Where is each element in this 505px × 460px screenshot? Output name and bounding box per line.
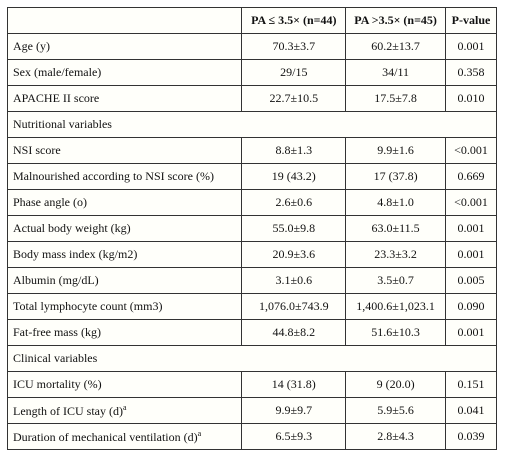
label-text: Duration of mechanical ventilation (d) [13,429,198,444]
data-row: Duration of mechanical ventilation (d)a 6… [6,423,497,450]
data-row: Albumin (mg/dL) 3.1±0.6 3.5±0.7 0.005 [6,267,497,294]
row-label: Body mass index (kg/m2) [6,241,243,268]
value-cell: 29/15 [241,59,347,86]
data-row: Sex (male/female) 29/15 34/11 0.358 [6,59,497,86]
row-label: APACHE II score [6,85,243,112]
row-label: Duration of mechanical ventilation (d)a [6,423,243,450]
value-cell: 8.8±1.3 [241,137,347,164]
value-cell: 17 (37.8) [345,163,447,190]
value-cell: 0.090 [445,293,497,320]
header-cell: PA >3.5× (n=45) [345,7,447,34]
value-cell: 2.6±0.6 [241,189,347,216]
value-cell: 60.2±13.7 [345,33,447,60]
value-cell: 6.5±9.3 [241,423,347,450]
value-cell: 0.005 [445,267,497,294]
label-text: APACHE II score [13,91,100,105]
footnote-mark: a [197,428,202,438]
header-row: PA ≤ 3.5× (n=44) PA >3.5× (n=45) P-value [6,7,497,34]
label-text: Total lymphocyte count (mm3) [13,299,163,313]
row-label: Total lymphocyte count (mm3) [6,293,243,320]
label-text: Fat-free mass (kg) [13,325,101,339]
data-table: PA ≤ 3.5× (n=44) PA >3.5× (n=45) P-value A… [6,7,497,450]
value-cell: 5.9±5.6 [345,397,447,424]
value-cell: <0.001 [445,137,497,164]
row-label: NSI score [6,137,243,164]
row-label: Malnourished according to NSI score (%) [6,163,243,190]
data-row: Body mass index (kg/m2) 20.9±3.6 23.3±3.2 0… [6,241,497,268]
data-row: Malnourished according to NSI score (%) 1… [6,163,497,190]
label-text: Body mass index (kg/m2) [13,247,138,261]
table-body: Age (y) 70.3±3.7 60.2±13.7 0.001 Sex (male/f… [6,33,497,450]
value-cell: 22.7±10.5 [241,85,347,112]
row-label: Sex (male/female) [6,59,243,86]
section-label: Nutritional variables [7,111,497,138]
header-cell: P-value [445,7,497,34]
value-cell: 14 (31.8) [241,371,347,398]
value-cell: <0.001 [445,189,497,216]
value-cell: 0.039 [445,423,497,450]
value-cell: 4.8±1.0 [345,189,447,216]
value-cell: 63.0±11.5 [345,215,447,242]
value-cell: 0.001 [445,241,497,268]
value-cell: 19 (43.2) [241,163,347,190]
value-cell: 0.669 [445,163,497,190]
label-text: ICU mortality (%) [13,377,102,391]
value-cell: 0.041 [445,397,497,424]
data-row: Total lymphocyte count (mm3) 1,076.0±743.… [6,293,497,320]
data-row: Length of ICU stay (d)a 9.9±9.7 5.9±5.6 0.0… [6,397,497,424]
row-label: Albumin (mg/dL) [6,267,243,294]
label-text: Phase angle (o) [13,195,87,209]
value-cell: 9 (20.0) [345,371,447,398]
section-row: Nutritional variables [7,111,497,138]
label-text: Actual body weight (kg) [13,221,131,235]
value-cell: 20.9±3.6 [241,241,347,268]
header-cell [6,7,243,34]
value-cell: 1,400.6±1,023.1 [345,293,447,320]
row-label: Length of ICU stay (d)a [6,397,243,424]
row-label: ICU mortality (%) [6,371,243,398]
value-cell: 9.9±1.6 [345,137,447,164]
value-cell: 2.8±4.3 [345,423,447,450]
value-cell: 0.001 [445,33,497,60]
value-cell: 3.1±0.6 [241,267,347,294]
value-cell: 17.5±7.8 [345,85,447,112]
section-label: Clinical variables [7,345,497,372]
data-row: Fat-free mass (kg) 44.8±8.2 51.6±10.3 0.001 [6,319,497,346]
label-text: Albumin (mg/dL) [13,273,99,287]
value-cell: 0.001 [445,215,497,242]
header-cell: PA ≤ 3.5× (n=44) [241,7,347,34]
row-label: Actual body weight (kg) [6,215,243,242]
data-row: Age (y) 70.3±3.7 60.2±13.7 0.001 [6,33,497,60]
data-row: APACHE II score 22.7±10.5 17.5±7.8 0.010 [6,85,497,112]
value-cell: 34/11 [345,59,447,86]
value-cell: 0.001 [445,319,497,346]
value-cell: 0.010 [445,85,497,112]
row-label: Age (y) [6,33,243,60]
row-label: Fat-free mass (kg) [6,319,243,346]
label-text: Length of ICU stay (d) [13,403,123,418]
value-cell: 3.5±0.7 [345,267,447,294]
value-cell: 55.0±9.8 [241,215,347,242]
data-row: NSI score 8.8±1.3 9.9±1.6 <0.001 [6,137,497,164]
value-cell: 51.6±10.3 [345,319,447,346]
row-label: Phase angle (o) [6,189,243,216]
data-row: Phase angle (o) 2.6±0.6 4.8±1.0 <0.001 [6,189,497,216]
value-cell: 23.3±3.2 [345,241,447,268]
section-row: Clinical variables [7,345,497,372]
data-row: ICU mortality (%) 14 (31.8) 9 (20.0) 0.151 [6,371,497,398]
label-text: Age (y) [13,39,50,53]
footnote-mark: a [122,402,127,412]
value-cell: 0.151 [445,371,497,398]
value-cell: 0.358 [445,59,497,86]
data-row: Actual body weight (kg) 55.0±9.8 63.0±11.5… [6,215,497,242]
label-text: Sex (male/female) [13,65,102,79]
label-text: NSI score [13,143,61,157]
value-cell: 70.3±3.7 [241,33,347,60]
value-cell: 1,076.0±743.9 [241,293,347,320]
label-text: Malnourished according to NSI score (%) [13,169,214,183]
value-cell: 9.9±9.7 [241,397,347,424]
value-cell: 44.8±8.2 [241,319,347,346]
